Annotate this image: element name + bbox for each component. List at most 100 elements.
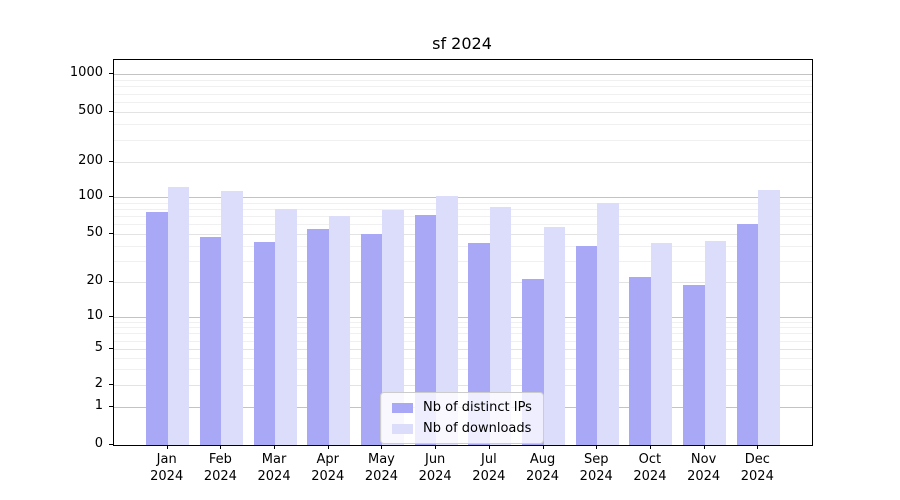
bar-downloads xyxy=(597,202,619,445)
bar-distinct-ips xyxy=(414,214,437,445)
x-tick xyxy=(488,445,490,449)
y-tick xyxy=(109,316,113,317)
bar-downloads xyxy=(275,208,297,445)
x-tick xyxy=(757,445,759,449)
y-tick xyxy=(109,111,113,112)
y-tick xyxy=(109,406,113,407)
bar-downloads xyxy=(382,210,404,445)
gridline-sub xyxy=(114,234,812,235)
gridline-sub xyxy=(114,349,812,350)
bar-distinct-ips xyxy=(629,277,651,445)
gridline-minor xyxy=(114,333,812,335)
legend-label-downloads: Nb of downloads xyxy=(423,421,532,436)
gridline-minor xyxy=(114,327,812,329)
gridline-minor xyxy=(114,139,812,141)
gridline-minor xyxy=(114,79,812,81)
gridline-major xyxy=(114,317,812,318)
bar-distinct-ips xyxy=(575,245,598,445)
gridline-minor xyxy=(114,224,812,226)
bar-downloads xyxy=(758,190,780,445)
gridline-sub xyxy=(114,385,812,386)
bar-downloads xyxy=(221,191,243,445)
y-tick-label: 100 xyxy=(78,188,103,203)
legend-label-distinct-ips: Nb of distinct IPs xyxy=(423,400,532,415)
gridline-minor xyxy=(114,369,812,371)
x-tick xyxy=(435,445,437,449)
gridline-minor xyxy=(114,260,812,262)
x-tick-label: Feb 2024 xyxy=(203,452,237,484)
gridline-minor xyxy=(114,216,812,218)
x-tick-label: Dec 2024 xyxy=(740,452,774,484)
y-tick xyxy=(109,281,113,282)
gridline-minor xyxy=(114,102,812,103)
y-tick-label: 50 xyxy=(86,225,103,240)
y-tick xyxy=(109,233,113,234)
x-tick-label: Apr 2024 xyxy=(311,452,345,484)
y-tick-label: 20 xyxy=(86,273,103,288)
plot-area xyxy=(113,59,813,446)
gridline-sub xyxy=(114,282,812,283)
chart-title: sf 2024 xyxy=(432,34,492,53)
y-tick-label: 10 xyxy=(86,308,103,323)
x-tick-label: May 2024 xyxy=(364,452,398,484)
y-tick xyxy=(109,444,113,445)
bar-downloads xyxy=(436,195,458,445)
gridline-sub xyxy=(114,162,812,163)
x-tick xyxy=(327,445,329,449)
x-tick-label: Sep 2024 xyxy=(579,452,613,484)
bar-distinct-ips xyxy=(736,224,759,445)
y-tick-label: 2 xyxy=(94,376,103,391)
x-tick-label: Jul 2024 xyxy=(472,452,506,484)
gridline-minor xyxy=(114,245,812,247)
legend-swatch-distinct-ips xyxy=(392,402,413,413)
y-tick-label: 1 xyxy=(94,398,103,413)
gridline-minor xyxy=(114,202,812,204)
y-tick-label: 200 xyxy=(78,153,103,168)
y-tick xyxy=(109,348,113,349)
bar-distinct-ips xyxy=(360,234,383,445)
gridline-minor xyxy=(114,208,812,210)
x-tick xyxy=(381,445,383,449)
gridline-minor xyxy=(114,357,812,359)
bar-downloads xyxy=(167,186,190,445)
gridline-minor xyxy=(114,93,812,95)
x-tick-label: Jan 2024 xyxy=(150,452,184,484)
bar-distinct-ips xyxy=(253,241,276,445)
y-tick xyxy=(109,196,113,197)
legend: Nb of distinct IPs Nb of downloads xyxy=(380,392,544,444)
y-tick-label: 1000 xyxy=(69,65,103,80)
x-tick xyxy=(649,445,651,449)
bar-downloads xyxy=(704,240,727,445)
y-tick-label: 5 xyxy=(94,340,103,355)
legend-item-downloads: Nb of downloads xyxy=(392,421,532,436)
y-tick-label: 0 xyxy=(94,436,103,451)
x-tick xyxy=(274,445,276,449)
x-tick xyxy=(166,445,168,449)
bar-distinct-ips xyxy=(146,212,168,445)
gridline-minor xyxy=(114,124,812,126)
gridline-major xyxy=(114,197,812,198)
bar-distinct-ips xyxy=(307,228,329,445)
bar-distinct-ips xyxy=(199,237,222,445)
bar-distinct-ips xyxy=(683,284,705,445)
gridline-major xyxy=(114,74,812,75)
y-tick xyxy=(109,161,113,162)
gridline-minor xyxy=(114,321,812,323)
y-tick-label: 500 xyxy=(78,103,103,118)
x-tick-label: Mar 2024 xyxy=(257,452,291,484)
gridline-minor xyxy=(114,340,812,342)
x-tick-label: Aug 2024 xyxy=(525,452,560,484)
x-tick xyxy=(220,445,222,449)
bar-downloads xyxy=(489,206,512,445)
x-tick xyxy=(542,445,544,449)
legend-item-distinct-ips: Nb of distinct IPs xyxy=(392,400,532,415)
x-tick-label: Oct 2024 xyxy=(633,452,667,484)
y-tick xyxy=(109,73,113,74)
x-tick-label: Jun 2024 xyxy=(418,452,452,484)
gridline-sub xyxy=(114,112,812,113)
bar-downloads xyxy=(543,227,565,445)
legend-swatch-downloads xyxy=(392,423,413,434)
bar-downloads xyxy=(328,216,351,445)
x-tick-label: Nov 2024 xyxy=(687,452,721,484)
